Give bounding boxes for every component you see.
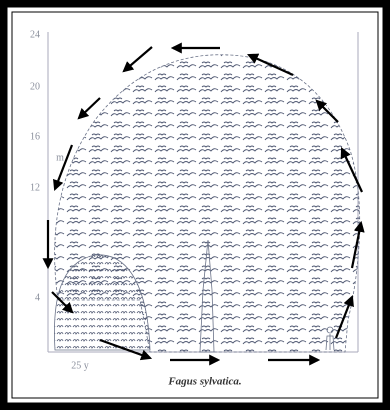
axis-tick-label: 16	[30, 131, 40, 142]
illustration: 24 20 16 12 4 m 25 y Fagus sylvatica.	[0, 0, 390, 410]
axis-unit: m	[56, 152, 64, 163]
axis-tick-label: 24	[30, 29, 40, 40]
axis-tick-label: 20	[30, 81, 40, 92]
axis-tick-label: 12	[30, 182, 40, 193]
age-label: 25 y	[71, 360, 89, 371]
caption: Fagus sylvatica.	[167, 376, 241, 388]
axis-tick-label: 4	[35, 292, 40, 303]
